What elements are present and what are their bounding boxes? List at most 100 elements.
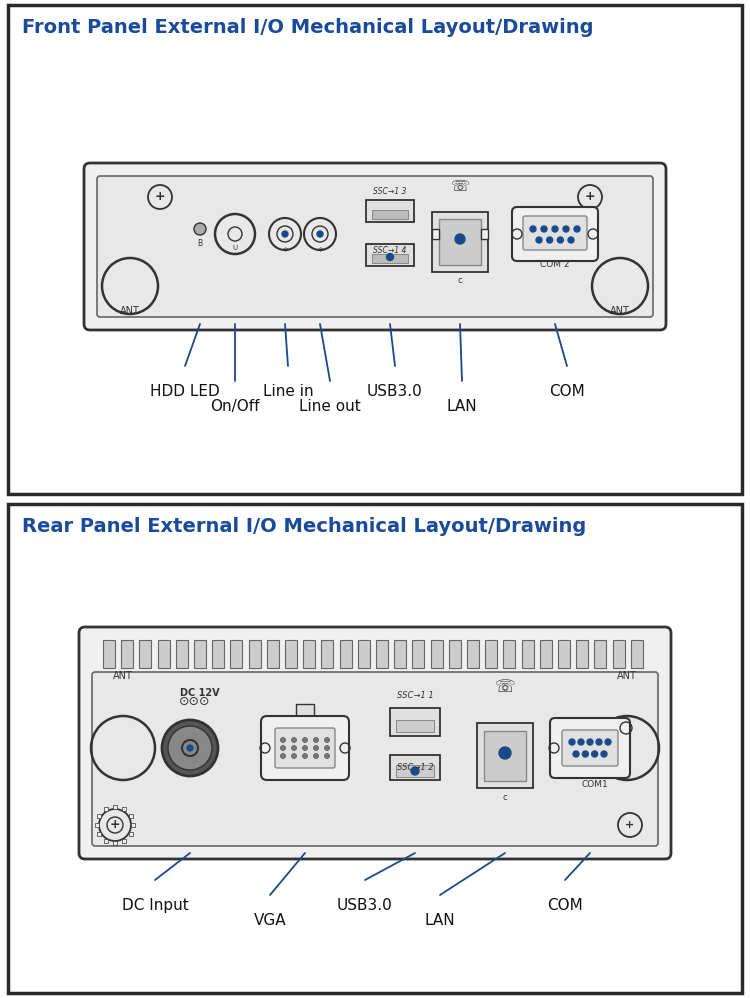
- Bar: [128, 832, 133, 836]
- Bar: [113, 805, 117, 809]
- Bar: [128, 814, 133, 818]
- Circle shape: [563, 226, 569, 232]
- Circle shape: [280, 738, 286, 743]
- Text: SSC→1 1: SSC→1 1: [397, 691, 433, 700]
- Text: ☏: ☏: [451, 179, 470, 194]
- FancyBboxPatch shape: [512, 207, 598, 261]
- FancyBboxPatch shape: [79, 627, 671, 859]
- Circle shape: [325, 753, 329, 758]
- Text: ANT: ANT: [610, 306, 630, 316]
- Circle shape: [578, 739, 584, 745]
- Bar: [103, 640, 115, 668]
- Circle shape: [573, 751, 579, 757]
- Text: DC 12V: DC 12V: [180, 688, 220, 698]
- Circle shape: [317, 231, 323, 237]
- Bar: [95, 823, 99, 827]
- Bar: [296, 704, 314, 716]
- Text: ANT: ANT: [113, 671, 133, 681]
- Text: SSC→1 3: SSC→1 3: [374, 187, 406, 196]
- FancyBboxPatch shape: [97, 176, 653, 317]
- Bar: [212, 640, 224, 668]
- Bar: [467, 640, 479, 668]
- Bar: [485, 640, 497, 668]
- Bar: [484, 731, 526, 781]
- Circle shape: [194, 223, 206, 235]
- Circle shape: [292, 738, 296, 743]
- Bar: [98, 832, 101, 836]
- Text: c: c: [503, 793, 507, 802]
- Text: COM: COM: [549, 384, 585, 399]
- Circle shape: [168, 726, 212, 770]
- Text: SSC→1 2: SSC→1 2: [397, 763, 433, 772]
- Text: COM1: COM1: [582, 780, 608, 789]
- Text: *: *: [282, 247, 288, 257]
- FancyBboxPatch shape: [275, 728, 335, 768]
- Circle shape: [605, 739, 611, 745]
- Circle shape: [411, 767, 419, 775]
- Circle shape: [552, 226, 558, 232]
- Bar: [122, 807, 126, 811]
- Text: Front Panel External I/O Mechanical Layout/Drawing: Front Panel External I/O Mechanical Layo…: [22, 18, 593, 37]
- Circle shape: [292, 746, 296, 750]
- Circle shape: [530, 226, 536, 232]
- Text: USB3.0: USB3.0: [338, 898, 393, 913]
- Circle shape: [280, 746, 286, 750]
- Bar: [394, 640, 406, 668]
- Circle shape: [536, 237, 542, 243]
- Bar: [140, 640, 152, 668]
- Bar: [122, 640, 134, 668]
- Text: +: +: [626, 820, 634, 830]
- Bar: [430, 640, 442, 668]
- Circle shape: [325, 738, 329, 743]
- Bar: [396, 720, 434, 732]
- Text: B: B: [197, 240, 202, 249]
- FancyBboxPatch shape: [261, 716, 349, 780]
- Circle shape: [386, 253, 394, 260]
- Text: ☏: ☏: [495, 678, 515, 696]
- Bar: [104, 838, 108, 842]
- Bar: [372, 254, 408, 263]
- Bar: [248, 640, 260, 668]
- Circle shape: [582, 751, 588, 757]
- Bar: [413, 640, 424, 668]
- Text: Line out: Line out: [299, 399, 361, 414]
- Bar: [521, 640, 533, 668]
- Text: +: +: [110, 818, 120, 831]
- Bar: [390, 755, 440, 780]
- Bar: [176, 640, 188, 668]
- Bar: [432, 212, 488, 272]
- Bar: [366, 244, 414, 266]
- Circle shape: [587, 739, 593, 745]
- Circle shape: [325, 746, 329, 750]
- Text: LAN: LAN: [447, 399, 477, 414]
- Bar: [302, 715, 308, 721]
- Bar: [113, 841, 117, 845]
- Circle shape: [541, 226, 547, 232]
- Circle shape: [455, 234, 465, 244]
- Circle shape: [292, 753, 296, 758]
- Text: SSC→1 4: SSC→1 4: [374, 246, 406, 255]
- Circle shape: [569, 739, 575, 745]
- Circle shape: [162, 720, 218, 776]
- Bar: [372, 210, 408, 219]
- Bar: [540, 640, 552, 668]
- Bar: [358, 640, 370, 668]
- Bar: [267, 640, 279, 668]
- Bar: [230, 640, 242, 668]
- Circle shape: [601, 751, 607, 757]
- Circle shape: [596, 739, 602, 745]
- Bar: [481, 229, 488, 239]
- Text: COM 2: COM 2: [540, 260, 570, 269]
- Circle shape: [302, 753, 307, 758]
- Circle shape: [302, 738, 307, 743]
- Bar: [595, 640, 607, 668]
- Circle shape: [280, 753, 286, 758]
- Text: Line in: Line in: [262, 384, 314, 399]
- Text: +: +: [154, 191, 165, 204]
- Circle shape: [499, 747, 511, 759]
- Circle shape: [547, 237, 553, 243]
- Bar: [131, 823, 135, 827]
- Text: LAN: LAN: [424, 913, 455, 928]
- Bar: [322, 640, 334, 668]
- Bar: [390, 708, 440, 736]
